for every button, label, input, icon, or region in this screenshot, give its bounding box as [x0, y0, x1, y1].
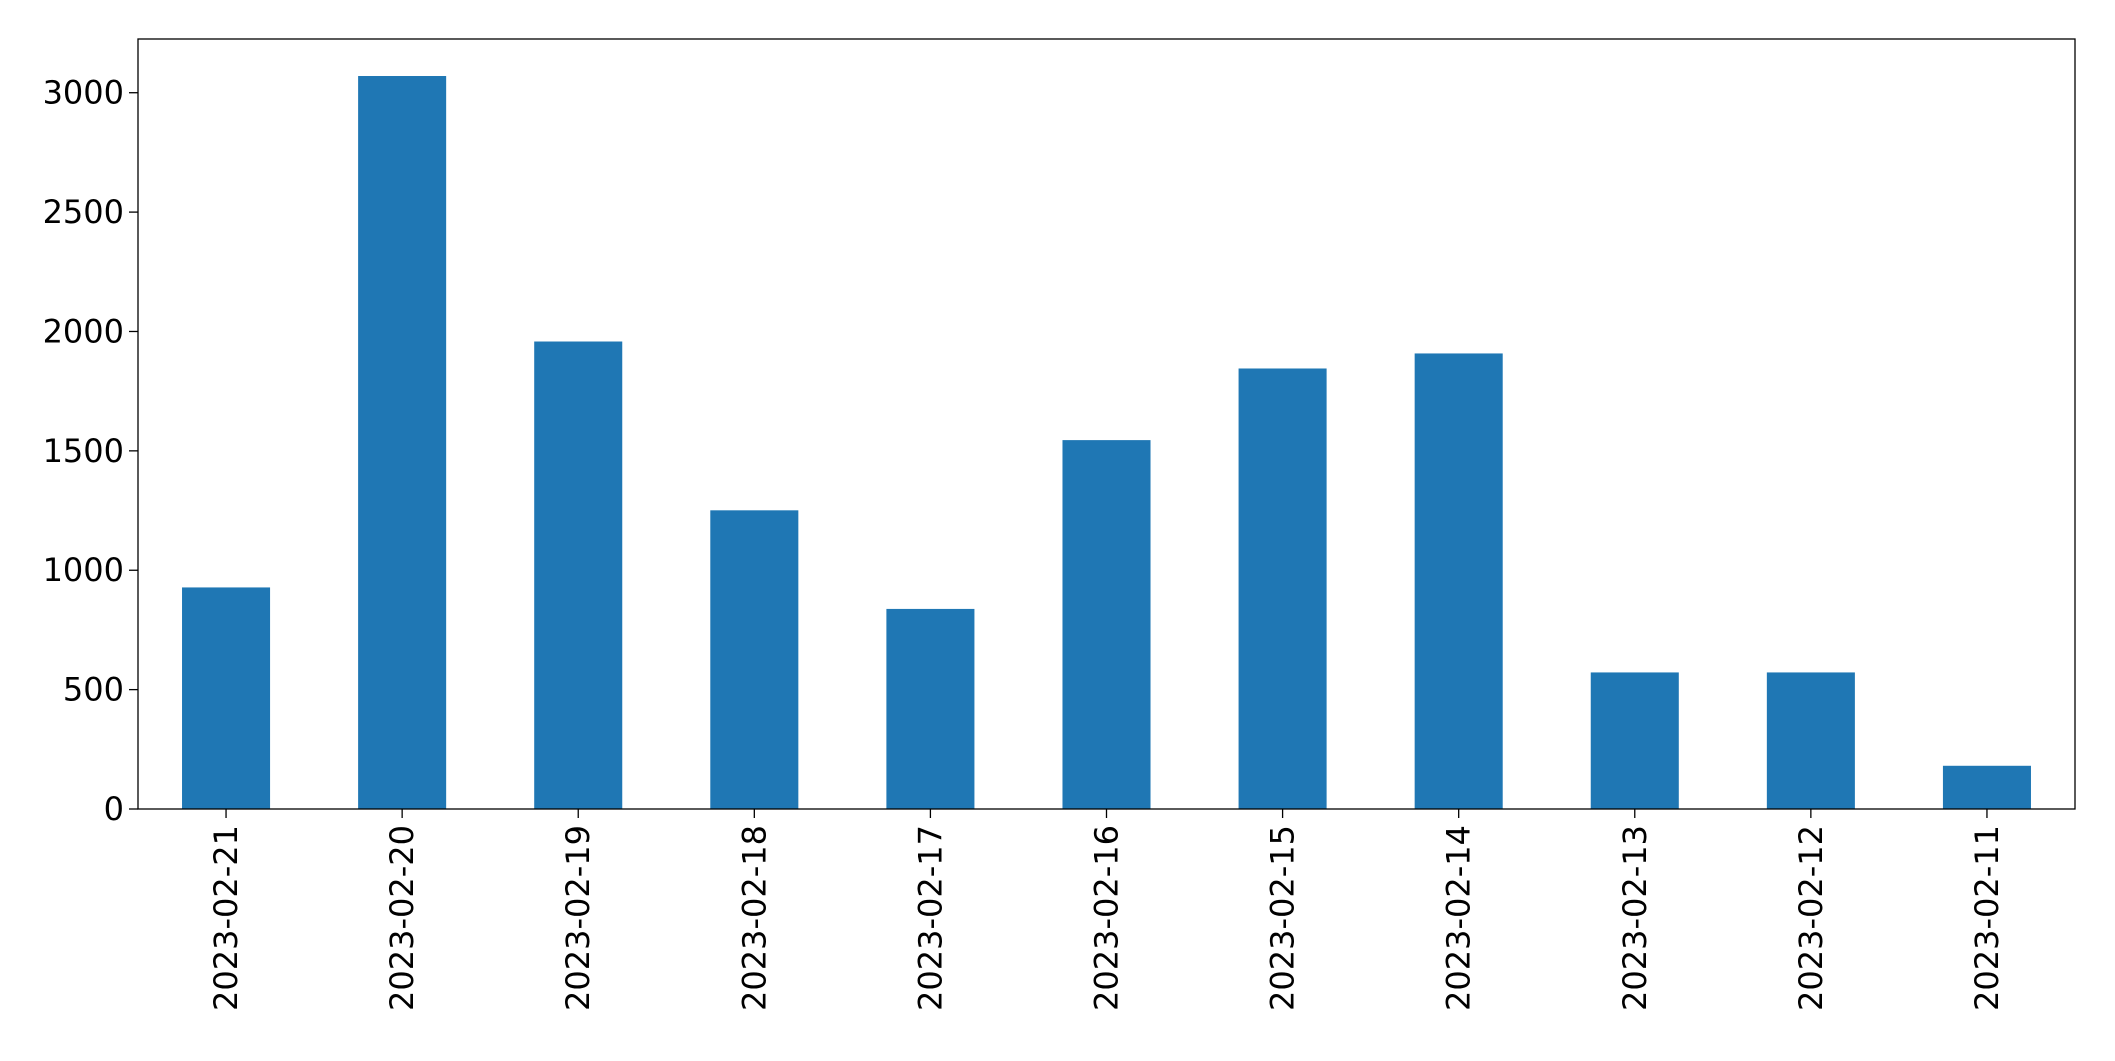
y-tick-label: 0	[104, 790, 124, 828]
bar	[1766, 672, 1855, 809]
x-tick-label: 2023-02-16	[1088, 825, 1126, 1011]
bar	[1414, 353, 1503, 809]
y-tick-label: 3000	[43, 74, 124, 112]
y-tick-label: 2000	[43, 312, 124, 350]
bar	[358, 76, 447, 809]
bar	[1590, 672, 1679, 809]
bar	[710, 510, 799, 809]
y-tick-label: 500	[63, 671, 124, 709]
bar	[1942, 765, 2031, 809]
x-tick-label: 2023-02-18	[735, 825, 773, 1011]
bar	[886, 608, 975, 809]
bar	[1238, 368, 1327, 809]
y-tick-label: 2500	[43, 193, 124, 231]
bar	[534, 341, 623, 809]
bar	[1062, 440, 1151, 809]
x-tick-label: 2023-02-12	[1792, 825, 1830, 1011]
x-tick-label: 2023-02-13	[1616, 825, 1654, 1011]
y-tick-label: 1000	[43, 551, 124, 589]
bar	[182, 587, 271, 809]
x-tick-label: 2023-02-17	[911, 825, 949, 1011]
x-tick-label: 2023-02-20	[383, 825, 421, 1011]
x-tick-label: 2023-02-19	[559, 825, 597, 1011]
x-tick-label: 2023-02-11	[1968, 825, 2006, 1011]
x-tick-label: 2023-02-15	[1264, 825, 1302, 1011]
x-tick-label: 2023-02-21	[207, 825, 245, 1011]
x-tick-label: 2023-02-14	[1440, 825, 1478, 1011]
axes-frame	[137, 38, 2076, 810]
y-tick-label: 1500	[43, 432, 124, 470]
